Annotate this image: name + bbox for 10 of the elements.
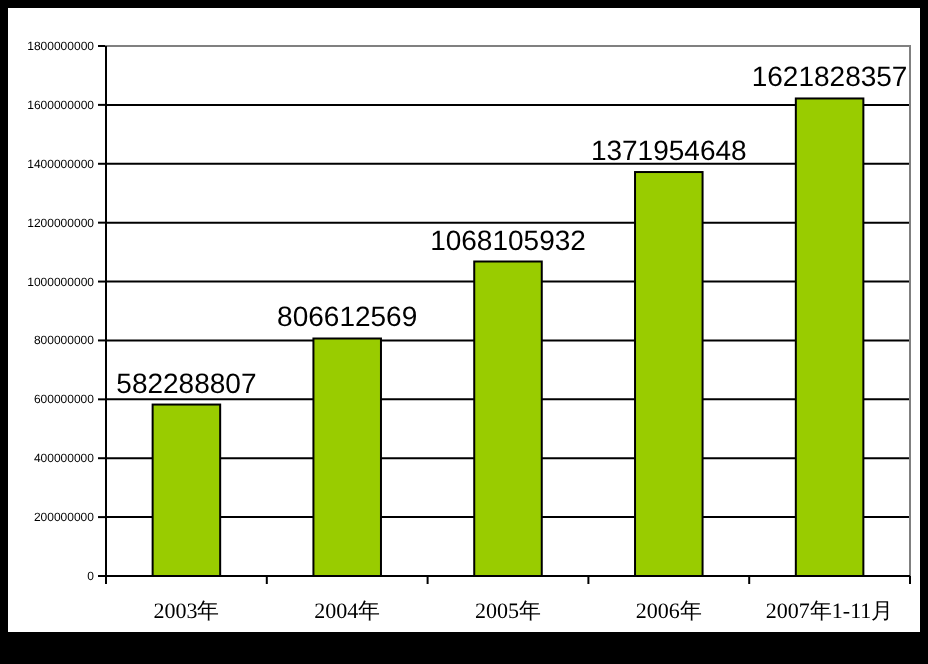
data-label: 1621828357 (751, 60, 908, 93)
x-tick-label: 2006年 (635, 600, 702, 624)
x-tick-label: 2005年 (475, 600, 541, 624)
data-label: 806612569 (277, 300, 418, 333)
data-label: 1371954648 (590, 134, 748, 167)
data-label: 1068105932 (430, 223, 587, 256)
x-tick-label: 2003年 (153, 600, 220, 624)
x-tick-label: 2004年 (314, 600, 381, 624)
data-label: 582288807 (116, 366, 257, 399)
x-tick-label: 2007年1-11月 (765, 600, 894, 624)
